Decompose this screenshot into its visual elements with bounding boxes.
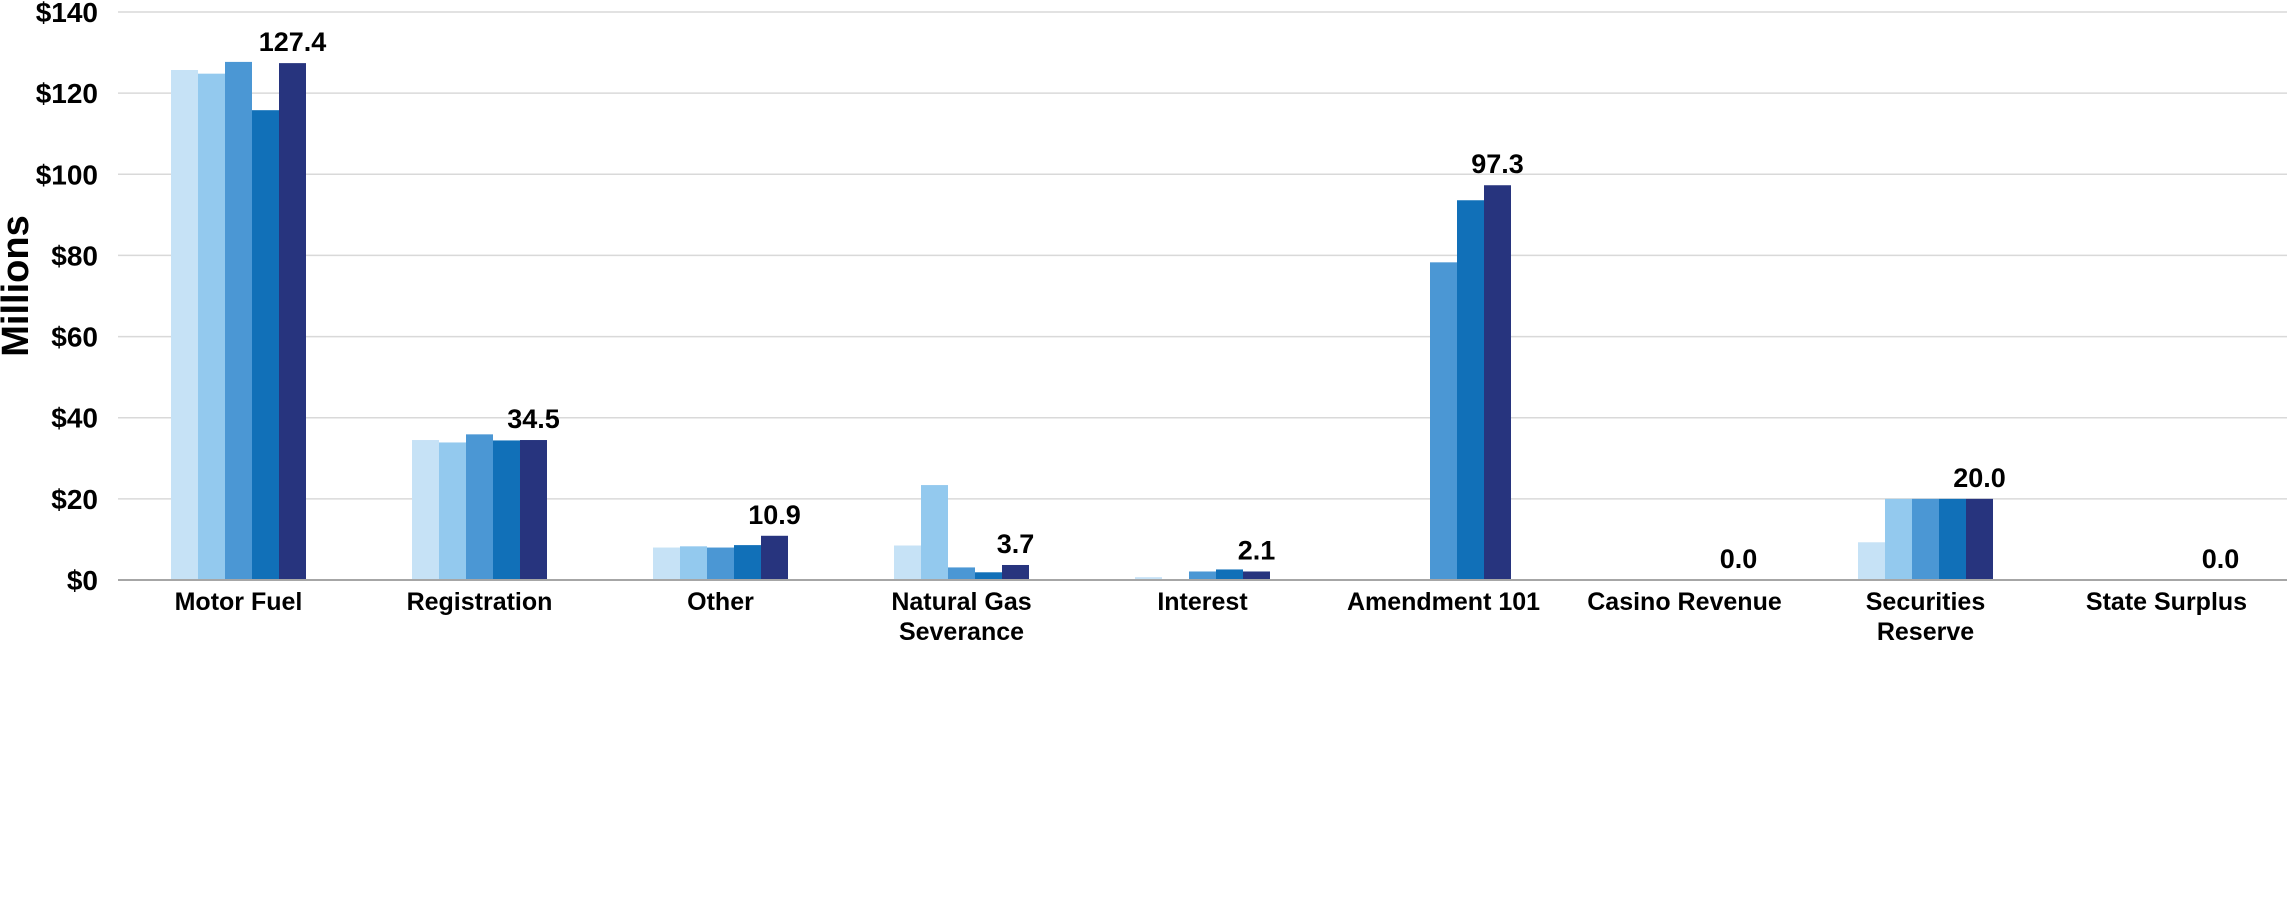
category-label: Registration [407,588,553,616]
bar [1885,498,1912,580]
category-label: Natural Gas Severance [891,588,1031,646]
bar [921,485,948,580]
y-axis-ticks: $0 $20 $40 $60 $80 $100 $120 $140 [36,0,98,596]
data-label: 0.0 [1720,544,1758,574]
y-tick-label: $40 [51,403,98,434]
bar [279,63,306,581]
bar [1457,200,1484,580]
bar [1002,564,1029,580]
data-label: 2.1 [1238,535,1276,565]
category-label: Securities Reserve [1866,588,1986,646]
bars [171,61,1993,581]
gridlines [118,11,2287,500]
bar [439,442,466,580]
x-axis-labels: Motor Fuel Registration Other Natural Gas Se… [175,588,2247,646]
bar [653,547,680,580]
data-label: 10.9 [748,500,801,530]
bar [1216,569,1243,580]
y-axis-title: Millions [0,215,37,356]
bar [198,73,225,580]
bar [520,440,547,580]
data-labels: 127.4 34.5 10.9 3.7 2.1 97.3 0.0 20.0 0.0 [259,27,2240,574]
y-tick-label: $0 [67,565,98,596]
bar [1939,498,1966,580]
y-tick-label: $20 [51,484,98,515]
y-tick-label: $80 [51,240,98,271]
bar [1135,577,1162,580]
bar [1966,498,1993,580]
bar [734,545,761,580]
data-label: 3.7 [997,529,1035,559]
bar [948,567,975,580]
bar [680,546,707,580]
bar [466,434,493,580]
category-label: Amendment 101 [1347,588,1540,616]
y-tick-label: $140 [36,0,98,28]
bar [975,572,1002,580]
bar [252,110,279,580]
data-label: 97.3 [1471,149,1524,179]
category-label: Other [687,588,754,616]
bar [225,61,252,581]
bar [1189,571,1216,580]
category-label: Casino Revenue [1587,588,1782,616]
y-tick-label: $60 [51,322,98,353]
category-label: Motor Fuel [175,588,303,616]
bar [412,440,439,580]
bar [761,535,788,580]
data-label: 34.5 [507,404,560,434]
bar [171,70,198,580]
data-label: 0.0 [2202,544,2240,574]
bar [894,545,921,580]
category-label: Interest [1157,588,1248,616]
bar [707,547,734,580]
bar [1858,542,1885,580]
bar [1912,498,1939,580]
data-label: 127.4 [259,27,327,57]
category-label: State Surplus [2086,588,2247,616]
y-tick-label: $100 [36,159,98,190]
bar [1243,571,1270,580]
bar [493,440,520,580]
bar [1484,185,1511,581]
bar [1430,262,1457,580]
data-label: 20.0 [1953,463,2006,493]
y-tick-label: $120 [36,78,98,109]
